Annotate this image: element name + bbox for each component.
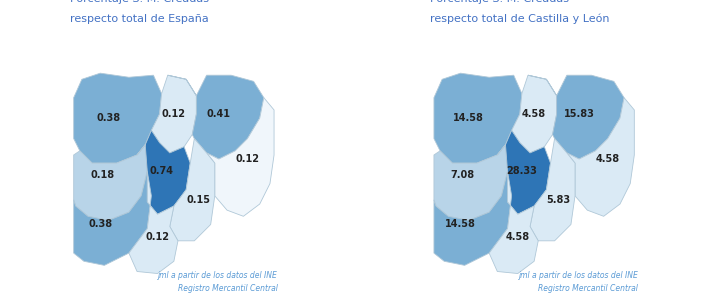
Text: 0.41: 0.41: [207, 109, 231, 119]
Text: 0.74: 0.74: [149, 166, 173, 176]
Text: jml a partir de los datos del INE
Registro Mercantil Central: jml a partir de los datos del INE Regist…: [158, 271, 278, 293]
Polygon shape: [528, 75, 624, 159]
Polygon shape: [74, 73, 161, 163]
Text: 0.15: 0.15: [186, 195, 210, 205]
Text: jml a partir de los datos del INE
Registro Mercantil Central: jml a partir de los datos del INE Regist…: [518, 271, 639, 293]
Text: 4.58: 4.58: [595, 154, 620, 164]
Polygon shape: [489, 171, 538, 274]
Text: 0.12: 0.12: [162, 109, 186, 119]
Polygon shape: [129, 171, 178, 274]
Text: 15.83: 15.83: [564, 109, 595, 119]
Text: 14.58: 14.58: [453, 113, 484, 123]
Text: 4.58: 4.58: [506, 232, 530, 242]
Text: Porcentaje S. M. Creadas: Porcentaje S. M. Creadas: [69, 0, 209, 4]
Text: 0.12: 0.12: [146, 232, 169, 242]
Polygon shape: [74, 171, 152, 265]
Polygon shape: [530, 138, 575, 241]
Text: respecto total de España: respecto total de España: [69, 14, 208, 24]
Polygon shape: [434, 145, 508, 220]
Text: 0.38: 0.38: [88, 219, 113, 229]
Polygon shape: [137, 130, 190, 214]
Polygon shape: [74, 145, 147, 220]
Polygon shape: [152, 75, 196, 153]
Polygon shape: [434, 171, 512, 265]
Text: 14.58: 14.58: [445, 219, 476, 229]
Text: respecto total de Castilla y León: respecto total de Castilla y León: [430, 14, 610, 24]
Text: 7.08: 7.08: [450, 170, 474, 180]
Text: 0.38: 0.38: [96, 113, 120, 123]
Polygon shape: [434, 73, 522, 163]
Text: 5.83: 5.83: [547, 195, 571, 205]
Text: 0.18: 0.18: [90, 170, 115, 180]
Polygon shape: [497, 130, 551, 214]
Polygon shape: [207, 98, 274, 216]
Text: 4.58: 4.58: [522, 109, 546, 119]
Polygon shape: [512, 75, 556, 153]
Text: Porcentaje S. M. Creadas: Porcentaje S. M. Creadas: [430, 0, 569, 4]
Polygon shape: [567, 98, 634, 216]
Text: 28.33: 28.33: [506, 166, 537, 176]
Polygon shape: [168, 75, 264, 159]
Polygon shape: [170, 138, 215, 241]
Text: 0.12: 0.12: [236, 154, 259, 164]
